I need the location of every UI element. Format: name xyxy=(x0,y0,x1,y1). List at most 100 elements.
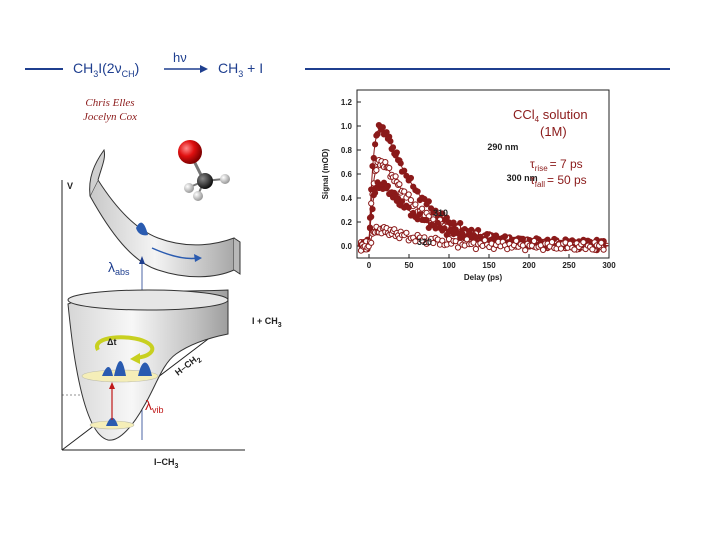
data-point xyxy=(398,198,406,205)
data-point xyxy=(397,160,404,167)
dissociation-label: I + CH3 xyxy=(252,316,282,329)
series-label: 320 xyxy=(417,237,432,247)
y-tick-label: 0.8 xyxy=(341,146,353,155)
photon-label: hν xyxy=(173,50,187,65)
data-point xyxy=(396,181,403,188)
data-point xyxy=(403,229,410,236)
data-point xyxy=(368,200,375,207)
author-2: Jocelyn Cox xyxy=(82,111,138,123)
x-axis-label: Delay (ps) xyxy=(464,273,503,282)
v-axis-label: V xyxy=(67,181,73,191)
data-point xyxy=(401,188,408,195)
data-point xyxy=(405,204,412,211)
y-tick-label: 1.2 xyxy=(341,98,353,107)
data-point xyxy=(459,230,466,237)
data-point xyxy=(416,211,424,218)
series-label: 300 nm xyxy=(507,173,538,183)
data-point xyxy=(425,198,432,205)
series-label: 310 xyxy=(433,208,448,218)
x-tick-label: 300 xyxy=(602,261,616,270)
series-label: 290 nm xyxy=(487,142,518,152)
author-1: Chris Elles xyxy=(85,97,135,109)
lambda-abs-label: λabs xyxy=(108,259,130,277)
y-tick-label: 0.4 xyxy=(341,194,353,203)
data-point xyxy=(423,217,430,224)
data-point xyxy=(600,246,607,253)
x-tick-label: 50 xyxy=(405,261,414,270)
x-tick-label: 150 xyxy=(482,261,496,270)
data-point xyxy=(466,229,473,236)
legend-concentration: (1M) xyxy=(540,124,567,139)
data-point xyxy=(557,245,565,252)
tau-fall-label: τfall = 50 ps xyxy=(530,173,587,189)
tau-rise-label: τrise = 7 ps xyxy=(530,157,583,173)
data-point xyxy=(392,173,399,180)
hch2-axis-label: H–CH2 xyxy=(173,352,203,380)
data-point xyxy=(412,201,419,208)
data-point xyxy=(393,149,400,156)
y-axis-label: Signal (mOD) xyxy=(321,148,330,199)
data-point xyxy=(540,246,547,253)
x-tick-label: 200 xyxy=(522,261,536,270)
data-point xyxy=(370,154,377,162)
kinetics-chart: 0 50 100 150 200 250 3000.00.20.40.60.81.01.2 … xyxy=(321,89,616,282)
y-tick-label: 0.0 xyxy=(341,242,353,251)
hydrogen-atom xyxy=(220,174,230,184)
carbon-atom xyxy=(197,173,213,189)
data-point xyxy=(580,239,587,246)
x-tick-label: 250 xyxy=(562,261,576,270)
data-point xyxy=(368,239,375,246)
data-point xyxy=(522,247,529,254)
excited-wavepacket xyxy=(136,222,148,236)
data-point xyxy=(389,144,397,151)
data-point xyxy=(571,246,578,253)
data-point xyxy=(484,231,491,238)
lambda-vib-label: λvib xyxy=(145,397,164,415)
data-point xyxy=(439,210,446,217)
reaction-divider-right xyxy=(305,68,670,70)
data-point xyxy=(531,237,538,245)
data-point xyxy=(441,225,448,232)
data-point xyxy=(589,246,596,253)
data-point xyxy=(401,167,408,174)
x-tick-label: 0 xyxy=(367,261,372,270)
reaction-arrow xyxy=(164,65,208,73)
data-point xyxy=(407,197,415,204)
y-tick-label: 0.2 xyxy=(341,218,353,227)
data-point xyxy=(379,124,386,131)
data-point xyxy=(386,164,393,172)
well-rim xyxy=(67,289,229,311)
reaction-divider-left xyxy=(25,68,63,70)
data-point xyxy=(372,189,379,196)
data-point xyxy=(501,233,509,240)
data-point xyxy=(430,239,437,247)
y-tick-label: 0.6 xyxy=(341,170,353,179)
potential-energy-diagram: V λabs λvib Δt I + CH3 I–CH3 H–CH2 xyxy=(61,148,282,470)
data-point xyxy=(374,131,381,138)
data-point xyxy=(421,234,428,241)
ground-wavepacket xyxy=(138,362,152,376)
data-point xyxy=(414,188,421,195)
y-tick-label: 1.0 xyxy=(341,122,353,131)
delta-t-label: Δt xyxy=(107,337,116,347)
data-point xyxy=(412,238,419,245)
data-point xyxy=(419,205,426,212)
iodine-atom xyxy=(178,140,202,164)
data-point xyxy=(548,239,556,246)
product-label: CH3 + I xyxy=(218,60,264,79)
data-point xyxy=(598,239,605,246)
data-point xyxy=(384,182,392,190)
hydrogen-atom xyxy=(193,191,203,201)
data-point xyxy=(405,191,412,198)
methyl-iodide-molecule xyxy=(178,140,230,201)
ich3-axis-label: I–CH3 xyxy=(154,457,179,470)
data-point xyxy=(368,213,375,220)
hydrogen-atom xyxy=(184,183,194,193)
data-point xyxy=(387,138,394,145)
data-point xyxy=(407,174,415,182)
data-point xyxy=(463,236,470,243)
legend-title: CCl4 solution xyxy=(513,107,588,124)
x-tick-label: 100 xyxy=(442,261,456,270)
data-point xyxy=(372,141,379,148)
data-point xyxy=(369,206,376,213)
